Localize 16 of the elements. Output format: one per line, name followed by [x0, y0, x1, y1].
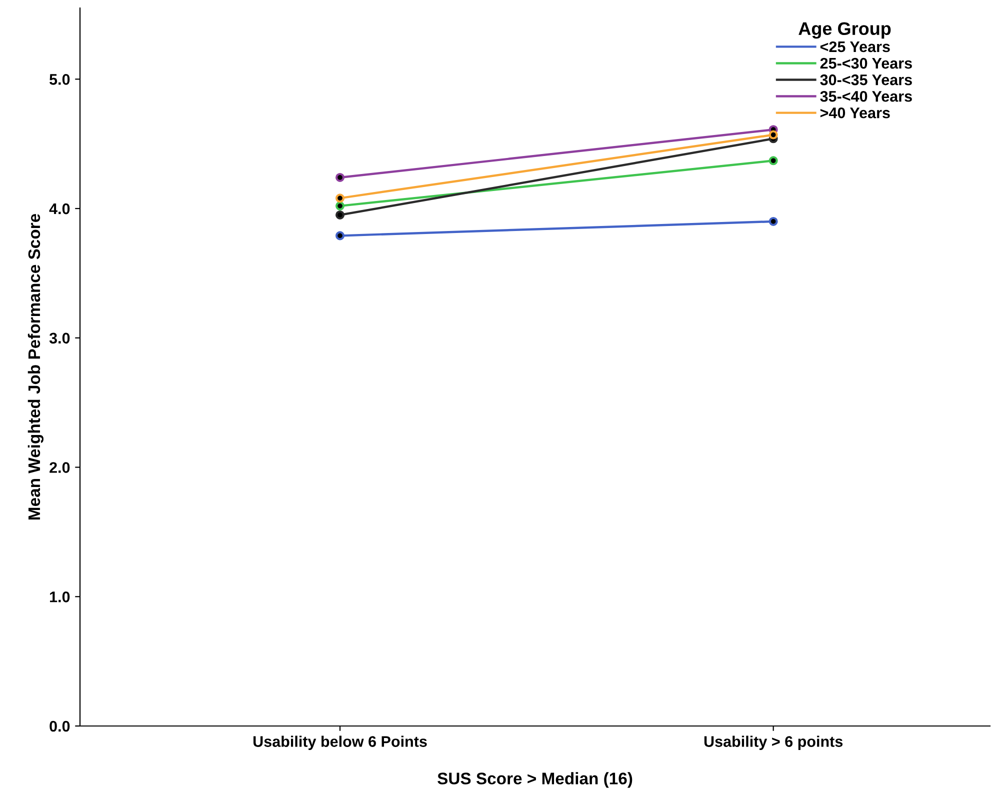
- legend-label: 35-<40 Years: [820, 90, 912, 102]
- y-tick-label: 0.0: [50, 720, 70, 732]
- y-tick-label: 4.0: [49, 203, 70, 214]
- x-tick-label: Usability > 6 points: [704, 736, 843, 750]
- legend-title: Age Group: [798, 22, 891, 39]
- legend-label: <25 Years: [820, 41, 890, 52]
- legend-label: >40 Years: [820, 107, 890, 118]
- x-tick-label: Usability below 6 Points: [253, 736, 427, 750]
- y-axis-title: Mean Weighted Job Peformance Score: [28, 214, 44, 520]
- y-tick-label: 2.0: [50, 462, 70, 473]
- y-tick-label: 1.0: [50, 592, 70, 602]
- x-axis-title: SUS Score > Median (16): [438, 772, 632, 788]
- y-tick-label: 3.0: [49, 332, 70, 344]
- legend-label: 30-<35 Years: [820, 74, 912, 86]
- legend-label: 25-<30 Years: [820, 58, 912, 69]
- y-tick-label: 5.0: [50, 74, 70, 85]
